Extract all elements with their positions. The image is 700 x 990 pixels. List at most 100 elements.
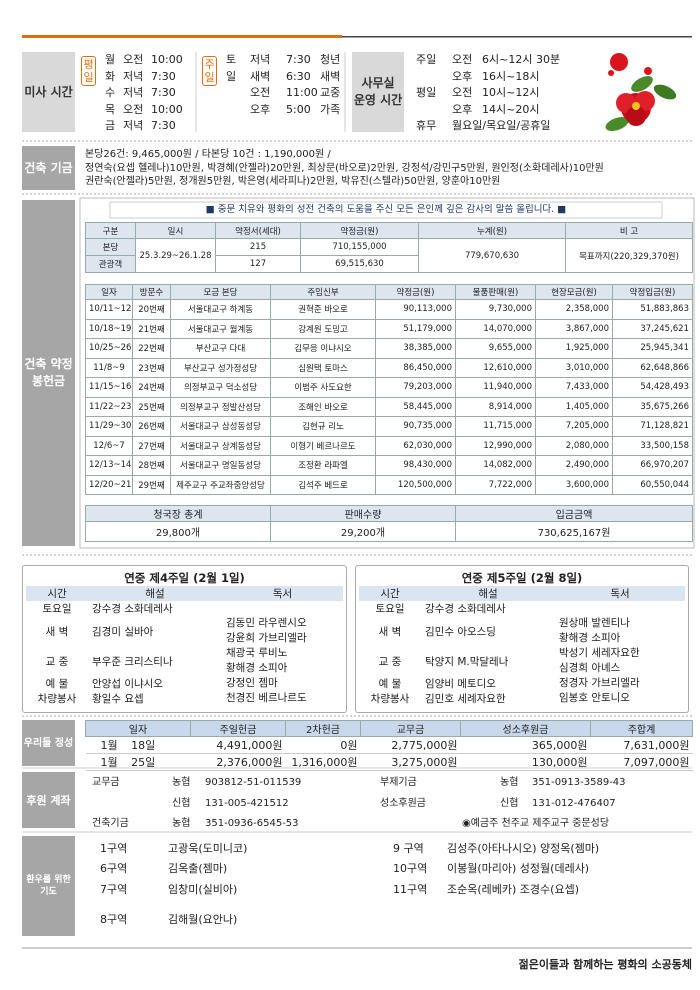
reader: 박성기 세레자요한 [559,647,640,659]
readers: 강정인 젬마 [222,676,343,691]
hours: 14시~20시 [482,102,540,116]
cell: 10/25~26 [85,338,133,359]
time: 새 벽 [45,625,69,638]
cell: 2,490,000 [535,455,613,476]
header-cell: 시간 [359,586,421,601]
cell: 1,405,000 [535,396,613,417]
cell: 10/11~12 [85,299,133,320]
header-cell: 구분 [85,222,136,239]
commentator: 김민수 아오스딩 [425,625,496,638]
account-name: 부제기금 [380,777,417,788]
header-cell: 모금 본당 [170,284,271,300]
cell: 부산교구 다대 [170,338,271,359]
reader: 심경희 아녜스 [559,662,621,674]
cell: 3,600,000 [535,474,613,495]
cell: 33,500,158 [612,435,693,456]
row: 교 중 탁양지 M.막달레나 박성기 세레자요한 심경희 아녜스 [359,646,685,676]
cell: 11,940,000 [455,377,536,398]
row: 새 벽 김민수 아오스딩 원상매 발렌티나 황해경 소피아 [359,616,685,646]
header-cell: 입금금액 [455,505,693,522]
row: 1월 18일 4,491,000원 0원 2,775,000원 365,000원 7,63… [85,736,693,754]
header-cell: 현장모금(원) [535,284,613,300]
account: 131-005-421512 [205,797,289,809]
header-cell: 시간 [26,586,88,601]
amount: 69,515,630 [300,255,419,273]
cell: 35,675,266 [612,396,693,417]
cell: 서울대교구 월계동 [170,318,271,339]
cell: 12/13~14 [85,455,133,476]
header-cell: 성소후원금 [460,720,591,737]
cell: 22번째 [132,338,171,359]
note: 목표까지(220,329,370원) [565,238,693,273]
reader: 김동민 라우렌시오 [226,617,307,629]
cell: 25,945,341 [612,338,693,359]
cell: 58,445,000 [375,396,456,417]
section-label: 후원 계좌 [22,772,75,828]
day: 수 [105,86,116,99]
header-cell: 판매수량 [270,505,456,522]
district: 6구역 [100,862,128,875]
cell: 의정부교구 덕소성당 [170,377,271,398]
time: 예 물 [45,678,69,690]
bank: 신협 [172,797,191,809]
cell: 62,030,000 [375,435,456,456]
readers [222,601,343,616]
period: 오후 [452,102,473,116]
cell: 62,648,866 [612,357,693,378]
group: 휴무 [416,119,437,132]
group: 관광객 [85,255,136,273]
header-cell: 약정서(세대) [215,222,301,239]
cell: 86,450,000 [375,357,456,378]
account: 131-012-476407 [532,797,616,809]
cell: 29번째 [132,474,171,495]
header-cell: 일자 [85,720,191,737]
day: 금 [105,119,116,132]
cell: 26번째 [132,416,171,437]
header-cell: 교무금 [360,720,461,737]
cell: 4,491,000원 [190,736,286,754]
cell: 7,722,000 [455,474,536,495]
names: 김해월(요안나) [168,913,238,926]
cell: 7,097,000원 [590,753,693,771]
total: 779,670,630 [418,238,566,273]
cell: 3,275,000원 [360,753,461,771]
header-cell: 비 고 [565,222,693,239]
cell: 27번째 [132,435,171,456]
reader: 채광국 루비노 [226,647,288,659]
cell: 51,883,863 [612,299,693,320]
cell: 730,625,167원 [455,521,693,542]
district: 11구역 [393,883,428,896]
cell: 3,867,000 [535,318,613,339]
cell: 7,205,000 [535,416,613,437]
row: 12/6~7 27번째 서울대교구 상계동성당 이형기 베르나르도 62,030,000… [85,435,693,456]
cell: 7,433,000 [535,377,613,398]
row: 1월 25일 2,376,000원 1,316,000원 3,275,000원 130,… [85,753,693,771]
amount: 710,155,000 [300,238,419,256]
cell: 14,070,000 [455,318,536,339]
cell: 37,245,621 [612,318,693,339]
cell: 79,203,000 [375,377,456,398]
account: 351-0936-6545-53 [205,818,299,829]
time: 토요일 [375,603,405,615]
row: 토요일 강수경 소화데레사 [26,601,343,616]
cell: 이범주 사도요한 [270,377,376,398]
ministry-card: 연중 제5주일 (2월 8일) 시간 해설 독서 토요일 강수경 소화데레사 새 벽 김민수 … [355,565,689,713]
cell: 11/22~23 [85,396,133,417]
cell: 90,735,000 [375,416,456,437]
cell: 부산교구 성가정성당 [170,357,271,378]
section-label: 건축 약정 봉헌금 [22,200,75,546]
cell: 2,376,000원 [190,753,286,771]
period: 저녁 [250,53,271,66]
cell: 9,730,000 [455,299,536,320]
account-name: 성소후원금 [380,797,426,809]
period: 오후 [250,102,271,116]
header-row: 시간 해설 독서 [359,586,685,601]
commentator: 부우준 크리스티나 [92,655,173,668]
section-label: 환우를 위한 기도 [22,836,75,936]
bank: 신협 [500,797,519,809]
header-cell: 물품판매(원) [455,284,536,300]
cell: 2,080,000 [535,435,613,456]
header-row: 구분 일시 약정서(세대) 약정금(원) 누계(원) 비 고 [85,222,693,239]
row: 차량봉사 황일수 요셉 천경진 베르나르도 [26,691,343,706]
reader: 강정인 젬마 [226,677,278,689]
